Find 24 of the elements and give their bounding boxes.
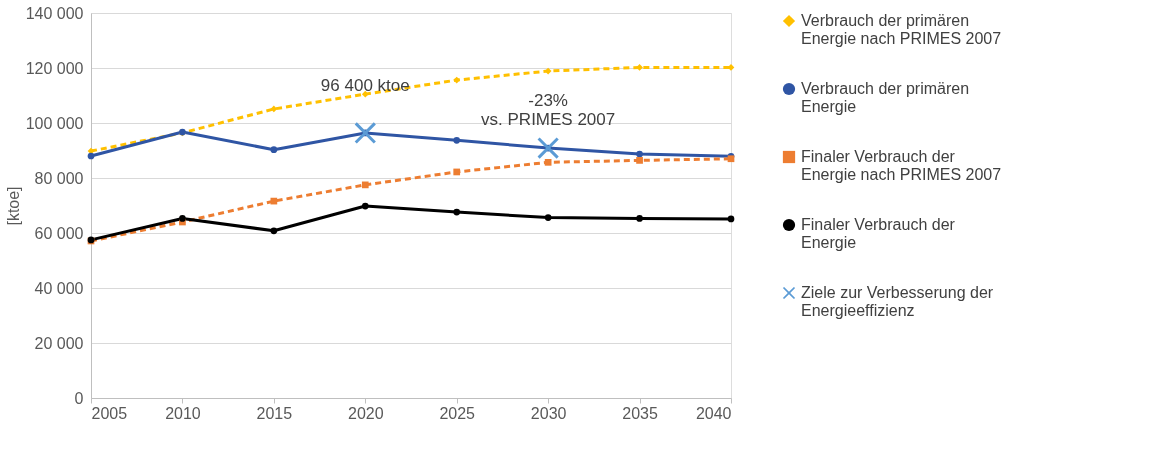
y-tick-label: 0 [74, 389, 84, 407]
y-tick-label: 20 000 [34, 334, 84, 352]
y-tick-label: 40 000 [34, 279, 84, 297]
legend-label: Verbrauch der primären Energie [801, 80, 970, 115]
x-tick-label: 2015 [256, 404, 293, 422]
x-tick-label: 2040 [695, 404, 732, 422]
y-tick-label: 140 000 [25, 4, 84, 22]
x-tick-label: 2005 [91, 404, 128, 422]
annotation: -23% vs. PRIMES 2007 [481, 91, 616, 130]
legend-label: Finaler Verbrauch der Energie [801, 216, 956, 251]
y-axis-title: [ktoe] [4, 186, 22, 226]
y-tick-label: 80 000 [34, 169, 84, 187]
legend-label: Verbrauch der primären Energie nach PRIMES 2007 [801, 12, 1002, 47]
legend-label: Ziele zur Verbesserung der Energieeffizienz [801, 284, 994, 319]
x-tick-label: 2035 [622, 404, 658, 422]
x-tick-label: 2010 [165, 404, 201, 422]
x-tick-label: 2025 [439, 404, 476, 422]
x-tick-label: 2020 [347, 404, 384, 422]
y-tick-label: 120 000 [25, 59, 84, 77]
annotation: 96 400 ktoe [320, 75, 410, 95]
x-tick-label: 2030 [530, 404, 567, 422]
y-tick-label: 100 000 [25, 114, 84, 132]
y-tick-label: 60 000 [34, 224, 84, 242]
legend-label: Finaler Verbrauch der Energie nach PRIMES 2007 [801, 148, 1002, 183]
